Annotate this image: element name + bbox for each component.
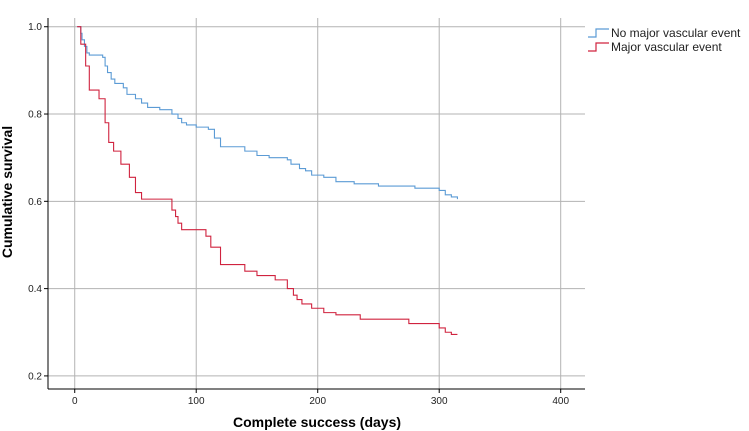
y-tick-label: 1.0 [28,22,42,33]
y-axis-title: Cumulative survival [0,126,15,258]
series-line-0 [77,26,458,200]
x-tick-label: 400 [552,396,569,407]
y-tick-label: 0.8 [28,110,42,121]
x-axis-title: Complete success (days) [233,414,401,430]
legend-swatch [588,42,609,52]
x-tick-label: 300 [431,396,448,407]
series-lines [77,26,458,335]
x-tick-label: 100 [188,396,205,407]
y-tick-label: 0.6 [28,197,42,208]
x-tick-label: 200 [309,396,326,407]
tick-labels: 0 100 200 300 400 0.2 0.4 0.6 0.8 1.0 [28,22,569,407]
legend-swatch [588,28,609,38]
grid-lines [48,18,585,389]
y-tick-label: 0.4 [28,284,42,295]
axes [44,18,585,393]
series-line-1 [77,26,458,335]
legend-label: No major vascular event [611,26,741,40]
x-tick-label: 0 [72,396,78,407]
y-tick-label: 0.2 [28,371,42,382]
legend-label: Major vascular event [611,40,722,54]
